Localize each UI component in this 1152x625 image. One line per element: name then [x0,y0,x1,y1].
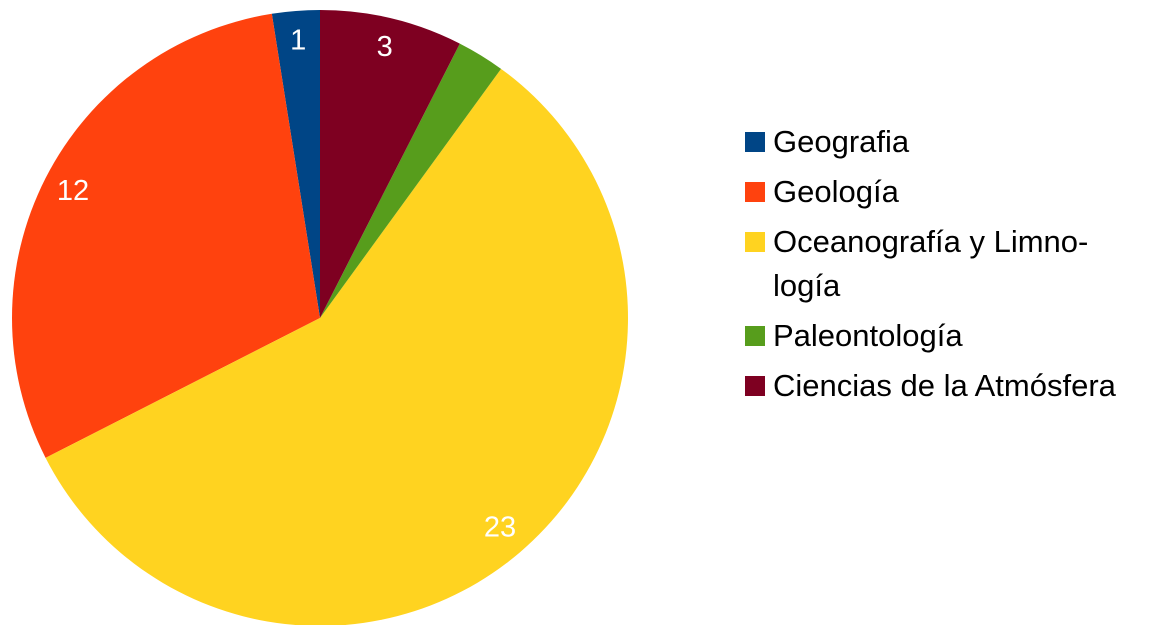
data-label: 1 [290,24,306,56]
chart: 1 12 23 3 [11,10,628,625]
legend: Geografia Geología Oceanografía y Limno­lo… [745,120,1145,414]
legend-swatch [745,232,765,252]
data-label: 23 [484,511,516,543]
legend-item: Ciencias de la Atmós­fera [745,364,1145,408]
legend-swatch [745,326,765,346]
legend-item: Paleontología [745,314,1145,358]
legend-swatch [745,376,765,396]
legend-label: Geografia [773,124,910,159]
legend-swatch [745,132,765,152]
data-label: 3 [377,31,393,63]
legend-swatch [745,182,765,202]
pie-slice [45,68,628,625]
data-label: 12 [57,175,89,207]
legend-item: Geología [745,170,1145,214]
legend-item: Oceanografía y Limno­logía [745,220,1145,308]
legend-label: Ciencias de la Atmós­fera [773,368,1116,403]
legend-label: Paleontología [773,318,963,353]
pie-slice [271,10,320,318]
legend-label: Geología [773,174,899,209]
legend-label: Oceanografía y Limno­logía [773,224,1089,303]
pie-slice [320,43,502,318]
legend-item: Geografia [745,120,1145,164]
pie-slice [11,13,320,458]
pie-slice [320,10,460,318]
